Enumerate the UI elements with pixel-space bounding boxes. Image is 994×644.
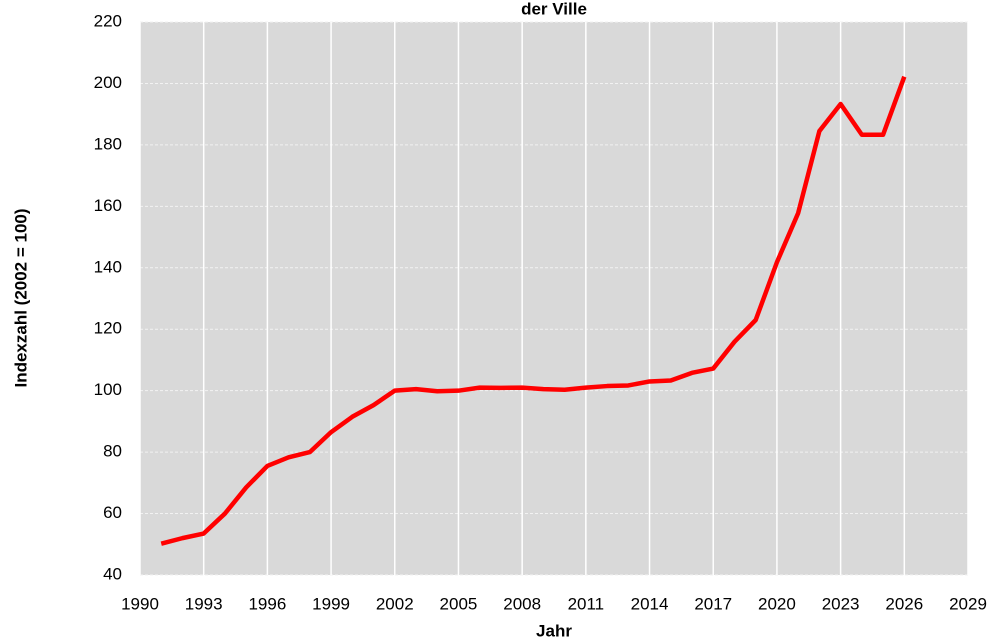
y-tick-label: 160 (94, 196, 122, 215)
y-axis-label: Indexzahl (2002 = 100) (11, 208, 30, 387)
x-axis-label: Jahr (536, 621, 572, 640)
y-tick-label: 40 (103, 564, 122, 583)
x-tick-label: 2017 (694, 594, 732, 613)
y-tick-label: 180 (94, 134, 122, 153)
x-tick-label: 1996 (248, 594, 286, 613)
x-tick-label: 2023 (822, 594, 860, 613)
x-tick-label: 2029 (949, 594, 987, 613)
chart-title: der Ville (521, 0, 587, 18)
y-tick-label: 140 (94, 257, 122, 276)
y-tick-label: 100 (94, 380, 122, 399)
y-tick-label: 80 (103, 442, 122, 461)
x-tick-label: 1990 (121, 594, 159, 613)
x-tick-label: 2002 (376, 594, 414, 613)
x-tick-label: 2020 (758, 594, 796, 613)
y-tick-label: 120 (94, 319, 122, 338)
x-tick-label: 2005 (440, 594, 478, 613)
x-tick-label: 1999 (312, 594, 350, 613)
x-tick-label: 1993 (185, 594, 223, 613)
y-tick-label: 220 (94, 11, 122, 30)
y-tick-label: 60 (103, 503, 122, 522)
x-tick-label: 2026 (885, 594, 923, 613)
x-tick-label: 2008 (503, 594, 541, 613)
x-tick-label: 2014 (631, 594, 669, 613)
data-line (160, 75, 907, 546)
y-tick-label: 200 (94, 73, 122, 92)
x-tick-label: 2011 (568, 594, 605, 613)
